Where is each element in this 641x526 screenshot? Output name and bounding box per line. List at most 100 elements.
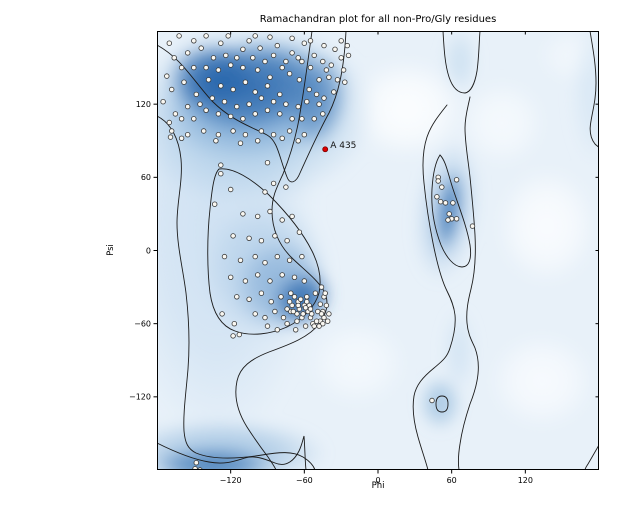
data-point bbox=[453, 216, 460, 222]
data-point bbox=[289, 302, 295, 309]
density-contour bbox=[235, 31, 328, 470]
data-point bbox=[290, 308, 296, 315]
data-point bbox=[326, 311, 332, 317]
outlier-point bbox=[322, 146, 329, 153]
y-tick-label: 0 bbox=[146, 246, 151, 255]
data-point bbox=[429, 397, 435, 404]
data-point bbox=[215, 111, 222, 117]
data-point bbox=[331, 89, 337, 95]
data-point bbox=[270, 131, 277, 138]
density-blob bbox=[443, 31, 477, 94]
density-blob bbox=[571, 31, 599, 165]
data-point bbox=[279, 64, 285, 71]
density-contour bbox=[435, 395, 449, 413]
data-point bbox=[295, 302, 301, 309]
data-point bbox=[296, 77, 303, 83]
data-point bbox=[320, 321, 326, 327]
data-point bbox=[258, 290, 265, 296]
data-point bbox=[262, 189, 268, 195]
data-point bbox=[252, 33, 258, 39]
axis-ticks bbox=[153, 31, 599, 474]
data-point bbox=[234, 55, 240, 61]
data-point bbox=[299, 58, 305, 65]
data-point bbox=[201, 128, 207, 134]
data-point bbox=[277, 111, 283, 117]
data-point bbox=[288, 290, 294, 296]
data-point bbox=[257, 45, 263, 51]
data-point bbox=[240, 116, 246, 122]
data-point bbox=[267, 34, 273, 40]
data-point bbox=[215, 131, 222, 138]
data-point bbox=[252, 89, 258, 95]
data-point bbox=[324, 318, 331, 324]
data-point bbox=[450, 200, 456, 206]
data-point bbox=[237, 257, 244, 263]
data-point bbox=[218, 40, 224, 46]
data-point bbox=[311, 52, 317, 59]
data-point bbox=[191, 64, 197, 71]
data-point bbox=[320, 111, 326, 117]
data-point bbox=[205, 77, 212, 83]
data-point bbox=[334, 77, 341, 83]
data-point bbox=[280, 314, 287, 321]
data-point bbox=[302, 323, 309, 329]
data-point bbox=[283, 58, 289, 65]
data-point bbox=[210, 55, 217, 61]
density-blob bbox=[419, 376, 461, 430]
data-point bbox=[286, 128, 293, 134]
data-point bbox=[254, 213, 261, 220]
data-point bbox=[321, 42, 327, 49]
data-point bbox=[289, 50, 295, 56]
data-point bbox=[338, 55, 344, 61]
data-point bbox=[252, 311, 258, 317]
data-point bbox=[227, 62, 234, 68]
data-point bbox=[304, 294, 310, 300]
data-point bbox=[192, 466, 198, 470]
data-point bbox=[270, 98, 277, 105]
data-point bbox=[304, 299, 310, 305]
data-point bbox=[191, 116, 197, 122]
plot-group: A 435 −120 −60 0 60 120 −120 −60 0 60 120 bbox=[129, 31, 599, 485]
data-point bbox=[264, 323, 271, 329]
data-point bbox=[274, 42, 280, 49]
data-point bbox=[301, 131, 307, 138]
data-point bbox=[332, 46, 338, 52]
data-point bbox=[254, 138, 261, 144]
data-point bbox=[295, 103, 301, 110]
data-point bbox=[286, 71, 293, 77]
data-point bbox=[299, 116, 305, 122]
data-point bbox=[164, 73, 170, 79]
data-point bbox=[240, 46, 246, 52]
data-point bbox=[212, 201, 218, 207]
data-point bbox=[313, 318, 320, 324]
y-axis-label: Psi bbox=[106, 244, 116, 256]
data-point bbox=[274, 253, 280, 260]
data-point bbox=[234, 294, 240, 300]
density-blob bbox=[460, 81, 544, 165]
data-point bbox=[181, 79, 187, 85]
data-point bbox=[166, 40, 172, 46]
data-point bbox=[435, 178, 441, 184]
data-point bbox=[178, 64, 185, 71]
data-point bbox=[277, 91, 283, 98]
data-point bbox=[312, 290, 319, 296]
x-tick-label: −120 bbox=[220, 476, 242, 485]
data-point bbox=[270, 180, 277, 187]
data-point bbox=[268, 299, 274, 305]
data-point bbox=[279, 135, 285, 141]
x-axis-label: Phi bbox=[371, 481, 385, 491]
data-point bbox=[320, 58, 326, 65]
density-contour bbox=[589, 31, 599, 149]
data-point bbox=[236, 331, 242, 338]
data-point bbox=[221, 98, 228, 105]
data-point bbox=[171, 55, 177, 61]
data-point bbox=[299, 253, 305, 260]
data-point bbox=[193, 91, 199, 98]
data-point bbox=[230, 86, 236, 93]
density-blob bbox=[349, 59, 465, 159]
data-point bbox=[246, 296, 252, 302]
data-point bbox=[278, 294, 284, 300]
data-point bbox=[193, 460, 199, 466]
y-tick-label: 120 bbox=[136, 100, 151, 109]
